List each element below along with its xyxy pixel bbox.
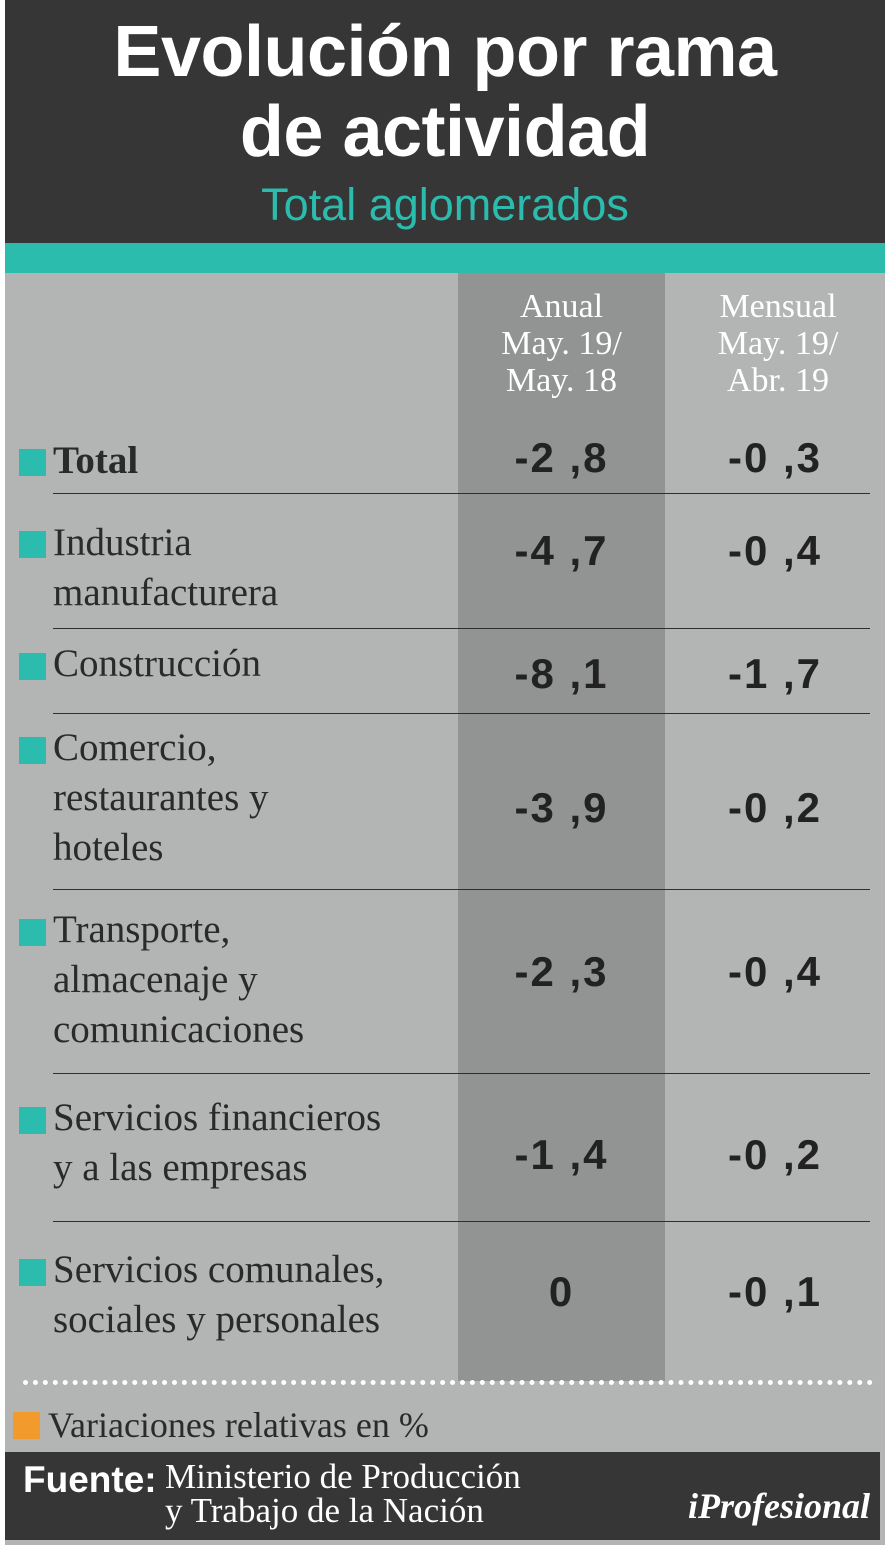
header: Evolución por rama de actividad Total ag…	[5, 0, 885, 243]
table-row-construccion: Construcción -8 ,1 -1 ,7	[5, 629, 875, 713]
teal-square-marker	[19, 531, 46, 558]
mensual-value: -0 ,1	[727, 1268, 823, 1315]
table-row-industria: Industria manufacturera -4 ,7 -0 ,4	[5, 494, 875, 628]
row-divider	[53, 713, 870, 714]
table-row-transporte: Transporte, almacenaje y comunicaciones …	[5, 890, 875, 1073]
dotted-separator	[23, 1380, 873, 1385]
row-label-line: Servicios comunales,	[53, 1248, 385, 1291]
teal-square-marker	[19, 653, 46, 680]
title-line-1: Evolución por rama	[113, 12, 777, 92]
row-divider	[53, 628, 870, 629]
table-row-total: Total -2 ,8 -0 ,3	[5, 430, 875, 494]
row-label-line: sociales y personales	[53, 1298, 381, 1341]
source-text: Ministerio de Producción y Trabajo de la…	[165, 1457, 521, 1530]
row-label: Industria manufacturera	[53, 518, 453, 618]
row-label: Transporte, almacenaje y comunicaciones	[53, 905, 453, 1055]
source-label: Fuente:	[23, 1459, 157, 1500]
title-line-2: de actividad	[239, 92, 651, 172]
row-label-line: Servicios financieros	[53, 1096, 382, 1139]
teal-square-marker	[19, 449, 46, 476]
teal-square-marker	[19, 1259, 46, 1286]
row-label-line: almacenaje y	[53, 958, 258, 1001]
row-divider	[53, 889, 870, 890]
source-line-1: Ministerio de Producción	[165, 1457, 521, 1496]
column-header-mensual-line: Abr. 19	[727, 362, 829, 399]
column-header-anual-line: Anual	[519, 288, 604, 325]
row-label-line: Transporte,	[53, 908, 231, 951]
row-label: Servicios financieros y a las empresas	[53, 1093, 453, 1193]
table-row-servicios-comunales: Servicios comunales, sociales y personal…	[5, 1222, 875, 1372]
row-divider	[53, 493, 870, 494]
row-label-line: y a las empresas	[53, 1146, 308, 1189]
row-label-line: restaurantes y	[53, 776, 269, 819]
row-label: Servicios comunales, sociales y personal…	[53, 1245, 453, 1345]
mensual-value: -0 ,2	[727, 1131, 823, 1178]
row-label-line: Total	[53, 439, 139, 482]
teal-square-marker	[19, 1107, 46, 1134]
mensual-value: -0 ,4	[727, 948, 823, 995]
column-header-mensual-line: Mensual	[719, 288, 837, 325]
row-label-line: manufacturera	[53, 571, 279, 614]
column-header-mensual-line: May. 19/	[717, 325, 839, 362]
row-divider	[53, 1221, 870, 1222]
source-line-2: y Trabajo de la Nación	[165, 1491, 484, 1530]
mensual-value: -0 ,3	[727, 434, 823, 481]
row-label-line: hoteles	[53, 826, 164, 869]
anual-value: -3 ,9	[514, 784, 609, 831]
column-header-anual-line: May. 18	[505, 362, 618, 399]
anual-value: -1 ,4	[514, 1131, 609, 1178]
accent-band	[5, 243, 885, 273]
row-label: Total	[53, 436, 453, 486]
teal-square-marker	[19, 919, 46, 946]
infographic: Evolución por rama de actividad Total ag…	[5, 0, 885, 1545]
mensual-value: -0 ,2	[727, 784, 823, 831]
column-header-anual-line: May. 19/	[501, 325, 622, 362]
page-title: Evolución por rama de actividad	[5, 12, 885, 172]
row-label: Comercio, restaurantes y hoteles	[53, 723, 453, 873]
row-label: Construcción	[53, 639, 453, 689]
table-row-servicios-financieros: Servicios financieros y a las empresas -…	[5, 1074, 875, 1221]
orange-square-marker	[13, 1412, 40, 1439]
subtitle: Total aglomerados	[261, 179, 629, 230]
teal-square-marker	[19, 737, 46, 764]
table-row-comercio: Comercio, restaurantes y hoteles -3 ,9 -…	[5, 714, 875, 889]
column-header-mensual: Mensual May. 19/ Abr. 19	[673, 288, 883, 399]
legend-note: Variaciones relativas en %	[48, 1405, 429, 1445]
row-label-line: Construcción	[53, 642, 261, 685]
mensual-value: -1 ,7	[727, 650, 823, 697]
row-label-line: Industria	[53, 521, 192, 564]
row-label-line: Comercio,	[53, 726, 217, 769]
row-divider	[53, 1073, 870, 1074]
mensual-value: -0 ,4	[727, 527, 823, 574]
anual-value: 0	[548, 1268, 575, 1315]
anual-value: -2 ,3	[514, 948, 609, 995]
iprofesional-logo: iProfesional	[687, 1486, 870, 1526]
anual-column-shade	[458, 273, 665, 1381]
column-header-anual: Anual May. 19/ May. 18	[458, 288, 665, 399]
row-label-line: comunicaciones	[53, 1008, 305, 1051]
anual-value: -4 ,7	[514, 527, 609, 574]
anual-value: -2 ,8	[514, 434, 609, 481]
anual-value: -8 ,1	[514, 650, 609, 697]
footer: Fuente: Ministerio de Producción y Traba…	[5, 1452, 880, 1540]
